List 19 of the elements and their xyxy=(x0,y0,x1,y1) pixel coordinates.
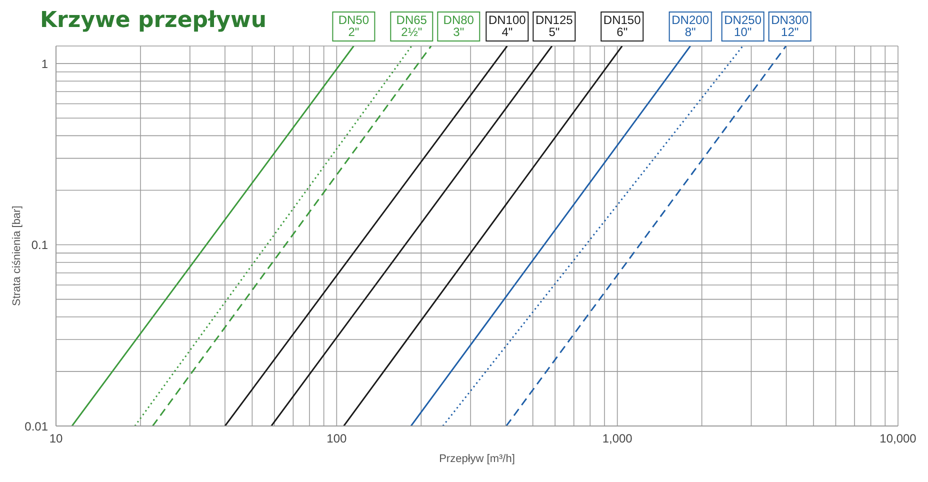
series-label: DN100 4" xyxy=(488,13,526,39)
series-label: DN250 10" xyxy=(724,13,762,39)
series-label: DN125 5" xyxy=(535,13,574,39)
series-label: DN150 6" xyxy=(603,13,642,39)
series-label: DN50 2" xyxy=(338,13,370,39)
x-tick-label: 10,000 xyxy=(880,432,917,446)
series-label: DN65 2½" xyxy=(396,13,428,39)
x-axis-title: Przepływ [m³/h] xyxy=(439,453,515,465)
x-tick-label: 10 xyxy=(49,432,63,446)
series-label: DN300 12" xyxy=(771,13,809,39)
y-tick-label: 0.1 xyxy=(31,238,48,252)
series-label: DN80 3" xyxy=(443,13,474,39)
x-tick-label: 100 xyxy=(326,432,347,446)
x-tick-label: 1,000 xyxy=(602,432,633,446)
series-label: DN200 8" xyxy=(672,13,710,39)
y-tick-label: 0.01 xyxy=(24,419,48,434)
y-axis-title: Strata ciśnienia [bar] xyxy=(10,206,23,306)
chart-title: Krzywe przepływu xyxy=(40,8,267,33)
y-tick-label: 1 xyxy=(41,56,48,71)
